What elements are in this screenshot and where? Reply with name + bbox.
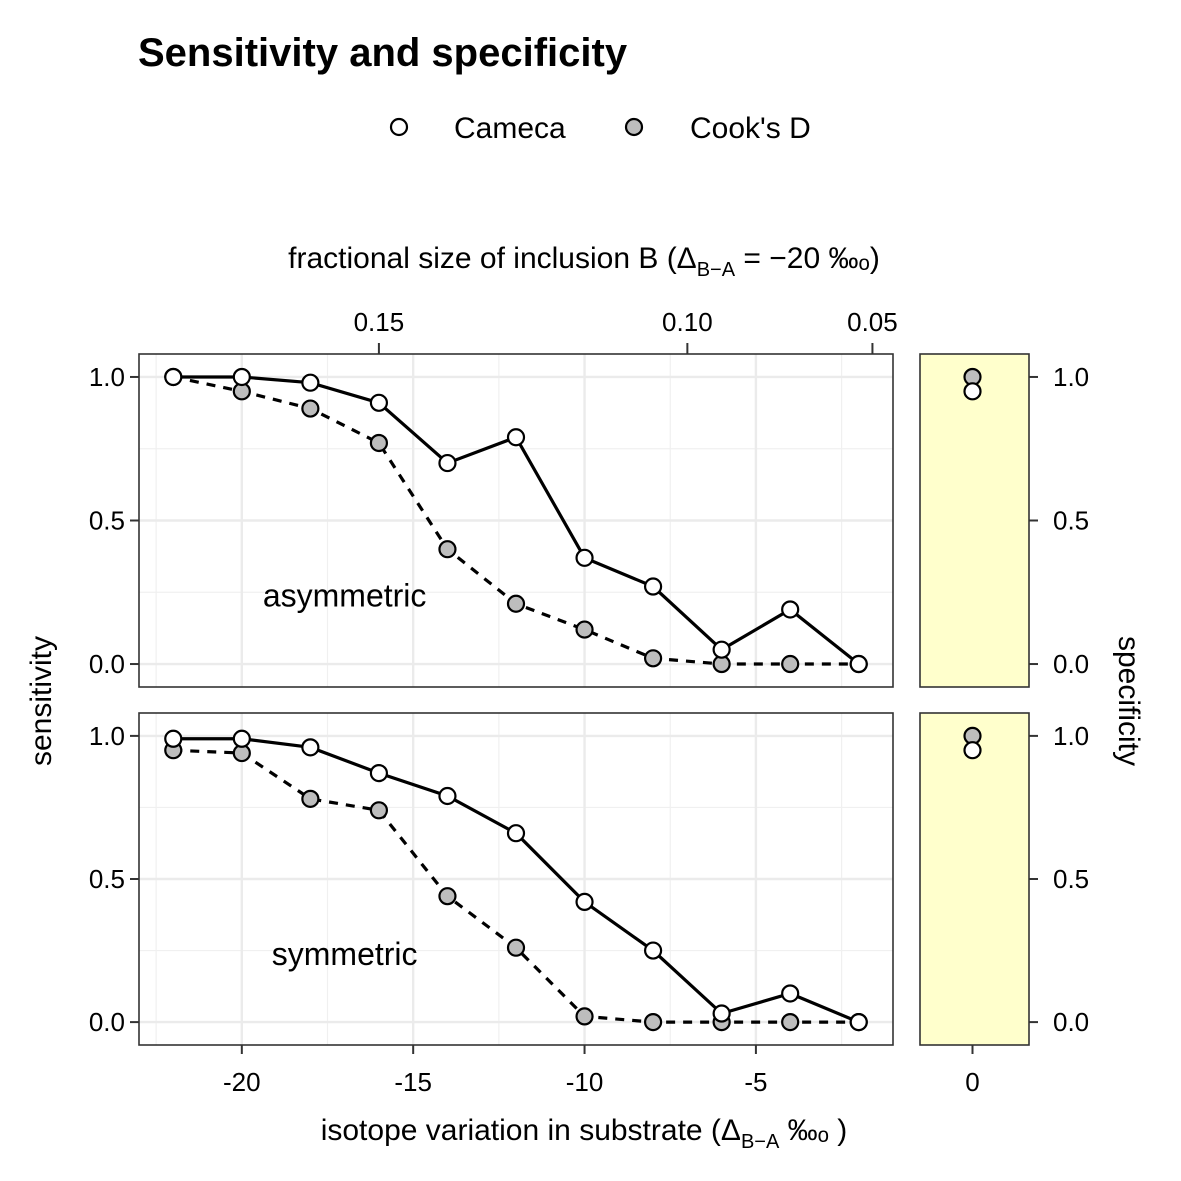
y-axis-tick-label: 0.0 <box>89 1007 125 1037</box>
data-point-cameca <box>849 1013 868 1032</box>
legend-label-cameca: Cameca <box>454 112 566 145</box>
x-axis-label-tail: ‰ₒ ) <box>779 1114 847 1147</box>
x-axis-tick-label: -5 <box>744 1067 767 1097</box>
top-axis-label: fractional size of inclusion B (ΔB−A = −… <box>288 242 880 281</box>
data-point-cameca <box>781 984 800 1003</box>
y-right-axis-tick-label: 1.0 <box>1053 721 1089 751</box>
data-point-cameca <box>643 577 663 596</box>
data-point-cameca <box>164 367 183 387</box>
y-axis-label: sensitivity <box>25 636 58 766</box>
data-point-cameca <box>438 786 457 806</box>
data-point-cameca <box>506 824 526 843</box>
data-point-cameca <box>301 738 320 757</box>
legend-key-cameca <box>389 117 409 137</box>
data-point-cameca <box>712 1004 731 1023</box>
data-point-cooksd <box>781 654 800 674</box>
y-axis-tick-label: 0.0 <box>89 649 125 679</box>
data-point-cameca <box>712 640 731 659</box>
data-point-cooksd <box>301 789 320 808</box>
data-point-cooksd <box>506 938 526 957</box>
x-axis-label-main: isotope variation in substrate (Δ <box>321 1114 741 1147</box>
data-point-cameca <box>301 373 320 392</box>
chart-title: Sensitivity and specificity <box>138 31 628 75</box>
y-right-axis-tick-label: 0.5 <box>1053 864 1089 894</box>
y-axis-tick-label: 0.5 <box>89 864 125 894</box>
data-point-cameca <box>506 428 526 447</box>
x-axis-label: isotope variation in substrate (ΔB−A ‰ₒ … <box>321 1114 848 1153</box>
panel-label-symmetric: symmetric <box>272 936 418 972</box>
data-point-cooksd <box>301 399 320 418</box>
y-right-axis-tick-label: 1.0 <box>1053 362 1089 392</box>
specificity-panel <box>919 712 1030 1046</box>
data-point-cameca <box>438 453 457 473</box>
data-point-cooksd <box>781 1013 800 1032</box>
plot-area: 0.15 0.10 0.05 asymmetric 0.0 0.5 1.0 0.0 0.5 1.0… <box>89 307 1089 1097</box>
x-axis-tick-label: -20 <box>223 1067 261 1097</box>
data-point-cameca <box>643 941 663 960</box>
y-axis-tick-label: 0.5 <box>89 506 125 536</box>
data-point-cooksd <box>643 1013 663 1032</box>
legend-key-cooks-d <box>624 117 644 137</box>
data-point-cooksd <box>575 620 594 639</box>
data-point-cameca <box>849 654 868 674</box>
data-point-cameca <box>164 729 183 748</box>
data-point-cooksd <box>369 433 389 453</box>
legend-label-cooks-d: Cook's D <box>690 112 811 145</box>
x-axis-label-subscript: B−A <box>741 1131 780 1153</box>
legend: Cameca Cook's D <box>389 112 811 145</box>
specificity-panel <box>919 353 1030 688</box>
data-point-cooksd <box>438 540 457 559</box>
data-point-cameca <box>369 393 389 412</box>
y-axis-tick-label: 1.0 <box>89 721 125 751</box>
data-point-cameca <box>369 764 389 783</box>
x-axis-tick-label: -15 <box>394 1067 432 1097</box>
top-axis-label-subscript: B−A <box>697 259 736 281</box>
data-point-cooksd <box>643 649 663 668</box>
data-point-cooksd <box>369 801 389 820</box>
data-point-cameca <box>232 729 251 748</box>
side-x-axis-tick-label: 0 <box>965 1067 979 1097</box>
specificity-point-cameca <box>963 382 982 401</box>
data-point-cameca <box>232 367 251 387</box>
x-axis-tick-label: -10 <box>566 1067 604 1097</box>
y-right-axis-tick-label: 0.0 <box>1053 1007 1089 1037</box>
top-axis-tick-label: 0.10 <box>662 307 713 337</box>
y-right-axis-label: specificity <box>1112 636 1145 766</box>
y-right-axis-tick-label: 0.5 <box>1053 506 1089 536</box>
data-point-cooksd <box>506 594 526 613</box>
top-axis-label-tail: = −20 ‰ₒ) <box>735 242 880 275</box>
y-axis-tick-label: 1.0 <box>89 362 125 392</box>
data-point-cameca <box>575 548 594 567</box>
top-axis-tick-label: 0.05 <box>847 307 898 337</box>
y-right-axis-tick-label: 0.0 <box>1053 649 1089 679</box>
data-point-cameca <box>575 892 594 911</box>
data-point-cooksd <box>438 887 457 906</box>
data-point-cooksd <box>575 1007 594 1026</box>
panel-label-asymmetric: asymmetric <box>263 578 427 614</box>
specificity-point-cameca <box>963 741 982 760</box>
data-point-cameca <box>781 600 800 619</box>
top-axis-label-main: fractional size of inclusion B (Δ <box>288 242 697 275</box>
top-axis-tick-label: 0.15 <box>354 307 405 337</box>
